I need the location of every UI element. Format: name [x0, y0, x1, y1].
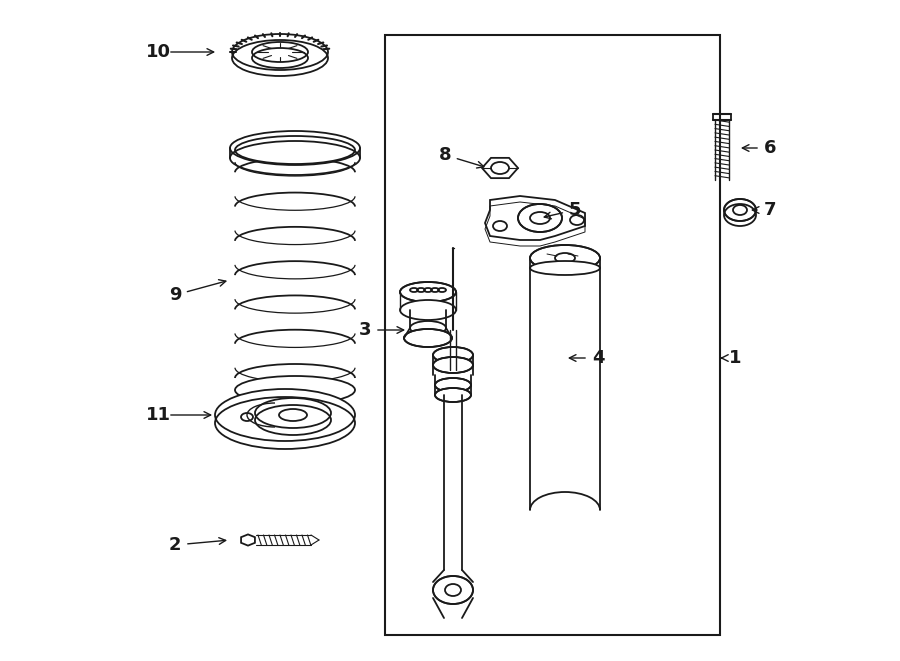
Ellipse shape — [518, 204, 562, 232]
Ellipse shape — [232, 34, 328, 70]
Bar — [385, 35, 720, 635]
Ellipse shape — [435, 378, 471, 392]
Ellipse shape — [215, 389, 355, 441]
Ellipse shape — [433, 347, 473, 363]
Ellipse shape — [435, 388, 471, 402]
Text: 8: 8 — [438, 146, 451, 164]
Text: 11: 11 — [146, 406, 170, 424]
Text: 7: 7 — [764, 201, 776, 219]
Polygon shape — [485, 196, 585, 240]
Ellipse shape — [400, 300, 456, 320]
Ellipse shape — [724, 199, 756, 221]
Text: 3: 3 — [359, 321, 371, 339]
Ellipse shape — [404, 329, 452, 347]
Text: 9: 9 — [169, 286, 181, 304]
Text: 5: 5 — [569, 201, 581, 219]
Ellipse shape — [235, 376, 355, 404]
Text: 1: 1 — [729, 349, 742, 367]
Text: 2: 2 — [169, 536, 181, 554]
Ellipse shape — [235, 136, 355, 164]
Ellipse shape — [530, 245, 600, 271]
Ellipse shape — [530, 261, 600, 275]
Polygon shape — [482, 158, 518, 178]
Text: 6: 6 — [764, 139, 776, 157]
Ellipse shape — [433, 357, 473, 373]
Ellipse shape — [255, 398, 331, 428]
Text: 4: 4 — [592, 349, 604, 367]
Text: 10: 10 — [146, 43, 170, 61]
Ellipse shape — [410, 321, 446, 335]
Ellipse shape — [400, 282, 456, 302]
Ellipse shape — [433, 576, 473, 604]
